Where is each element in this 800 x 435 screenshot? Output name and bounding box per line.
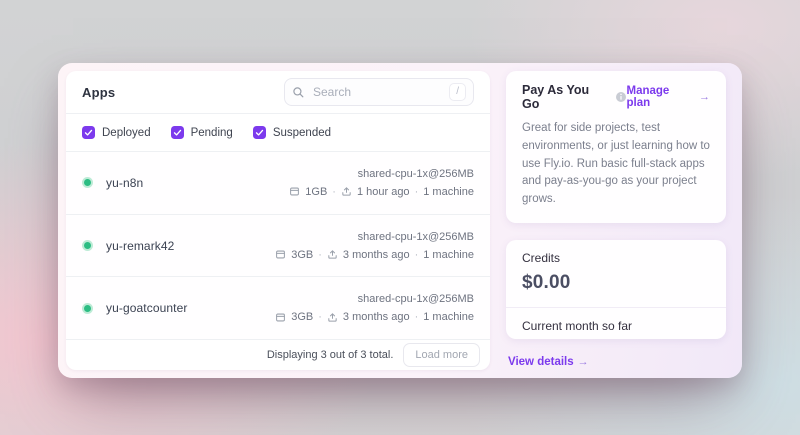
billing-item-current-month: Current month so far $0.35 [506, 307, 726, 339]
manage-plan-link[interactable]: Manage plan → [627, 85, 710, 109]
app-deployed-ago: 3 months ago [342, 311, 410, 324]
billing-item-credits: Credits $0.00 [506, 240, 726, 307]
app-machines: 1 machine [423, 248, 474, 261]
plan-description: Great for side projects, test environmen… [522, 122, 710, 206]
view-details-label: View details [508, 356, 574, 368]
pagination-summary: Displaying 3 out of 3 total. [266, 349, 394, 361]
app-storage: 3GB [291, 248, 314, 261]
filter-suspended[interactable]: Suspended [252, 126, 332, 139]
plan-card: Pay As You Go Manage plan → Great for si… [506, 71, 726, 224]
separator: · [414, 248, 419, 261]
deploy-upload-icon [341, 186, 352, 197]
storage-icon [275, 249, 286, 260]
app-storage: 1GB [305, 185, 328, 198]
filter-label: Suspended [272, 126, 332, 139]
search-input[interactable] [311, 84, 444, 100]
status-deployed-dot [82, 240, 93, 251]
storage-icon [275, 312, 286, 323]
filter-deployed[interactable]: Deployed [82, 126, 151, 139]
arrow-right-icon: → [577, 356, 589, 368]
divider [66, 339, 490, 340]
divider [66, 213, 490, 215]
divider [66, 276, 490, 278]
divider [66, 113, 490, 114]
separator: · [318, 248, 322, 261]
app-list: yu-n8n shared-cpu-1x@256MB 1GB · [66, 152, 490, 340]
app-name[interactable]: yu-remark42 [106, 238, 175, 253]
deploy-upload-icon [327, 249, 338, 260]
app-name[interactable]: yu-goatcounter [106, 301, 188, 316]
app-row-yu-n8n[interactable]: yu-n8n shared-cpu-1x@256MB 1GB · [66, 152, 490, 214]
app-deployed-ago: 1 hour ago [356, 185, 410, 198]
billing-label: Current month so far [522, 319, 633, 334]
status-deployed-dot [82, 302, 93, 314]
app-machines: 1 machine [423, 311, 474, 324]
app-row-yu-remark42[interactable]: yu-remark42 shared-cpu-1x@256MB 3GB · [66, 214, 490, 277]
search-box[interactable]: / [284, 78, 474, 106]
app-deployed-ago: 3 months ago [342, 248, 410, 261]
separator: · [414, 185, 419, 198]
storage-icon [289, 186, 300, 197]
app-spec: shared-cpu-1x@256MB [357, 167, 474, 180]
filter-pending[interactable]: Pending [170, 126, 233, 139]
apps-panel: Apps / Deployed [66, 71, 490, 370]
dashboard-card: Apps / Deployed [58, 63, 742, 378]
view-details-link[interactable]: View details → [508, 356, 589, 368]
app-storage: 3GB [291, 311, 314, 324]
status-filters: Deployed Pending Suspended [66, 114, 490, 151]
app-row-yu-goatcounter[interactable]: yu-goatcounter shared-cpu-1x@256MB 3GB · [66, 277, 490, 340]
plan-title: Pay As You Go [522, 83, 590, 111]
search-icon [292, 86, 305, 99]
status-deployed-dot [82, 177, 93, 189]
info-icon[interactable] [615, 91, 627, 103]
billing-label: Credits [522, 251, 561, 266]
filter-label: Pending [190, 126, 233, 139]
app-spec: shared-cpu-1x@256MB [357, 230, 474, 243]
app-name[interactable]: yu-n8n [106, 175, 144, 190]
divider [66, 151, 490, 152]
app-spec: shared-cpu-1x@256MB [357, 293, 474, 306]
billing-sidebar: Pay As You Go Manage plan → Great for si… [490, 71, 734, 370]
checkbox-checked-icon[interactable] [82, 126, 95, 139]
search-shortcut-key: / [449, 83, 466, 101]
arrow-right-icon: → [699, 91, 710, 103]
deploy-upload-icon [327, 312, 338, 323]
manage-plan-label: Manage plan [626, 85, 670, 109]
apps-panel-title: Apps [82, 84, 116, 100]
load-more-button[interactable]: Load more [403, 343, 480, 367]
separator: · [414, 311, 419, 324]
apps-footer: Displaying 3 out of 3 total. Load more [66, 340, 490, 370]
filter-label: Deployed [102, 126, 151, 139]
apps-header: Apps / [66, 71, 490, 113]
billing-summary-card: Credits $0.00 Current month so far $0.35… [506, 240, 726, 339]
separator: · [318, 311, 322, 324]
checkbox-checked-icon[interactable] [170, 126, 184, 139]
checkbox-checked-icon[interactable] [252, 126, 266, 139]
app-machines: 1 machine [423, 185, 474, 198]
billing-value: $0.00 [522, 272, 571, 294]
separator: · [332, 185, 336, 198]
